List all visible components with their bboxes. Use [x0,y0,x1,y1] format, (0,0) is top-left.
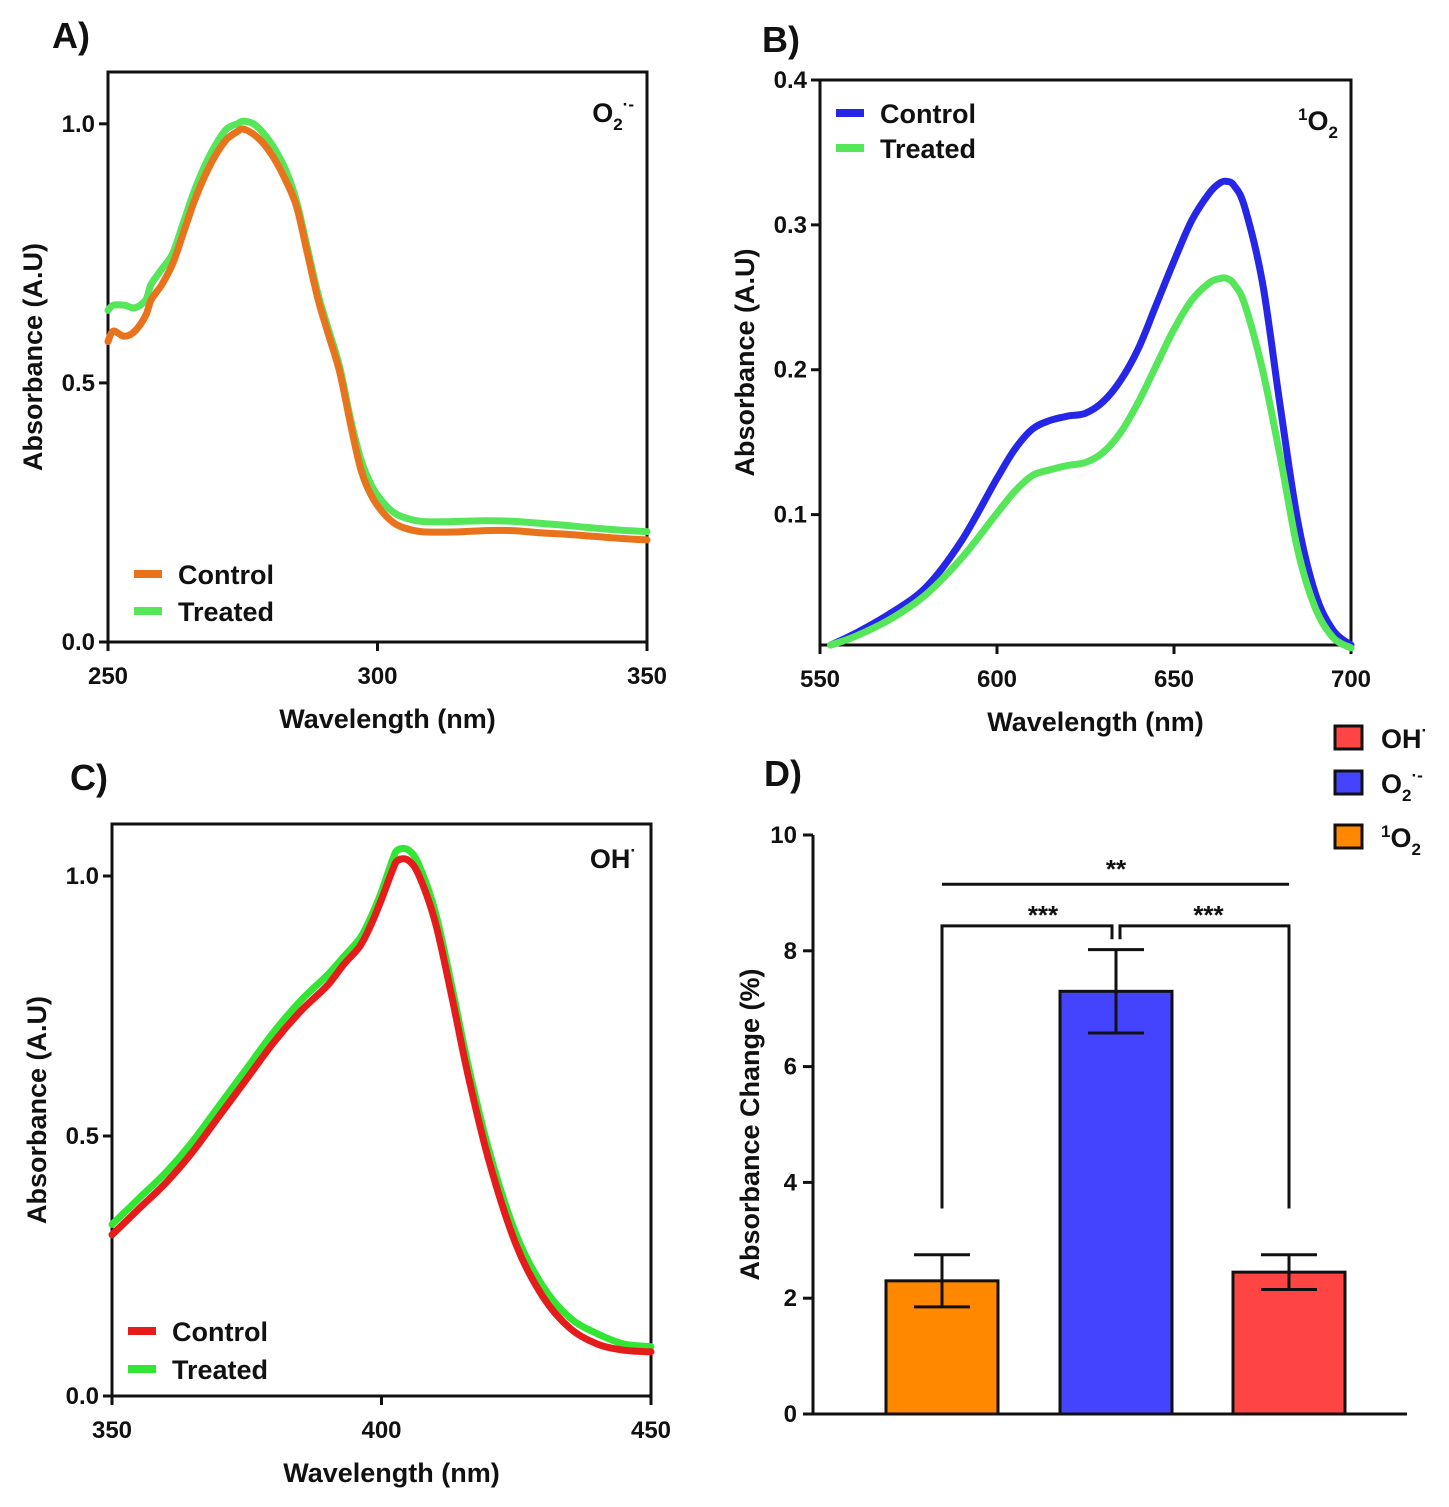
x-tick-label: 350 [627,663,667,690]
species-label: OH· [590,841,636,874]
y-tick-label: 0.0 [66,1383,99,1410]
species-label-base: O [592,98,613,128]
significance-label: *** [1028,900,1059,930]
plot-frame [818,78,1353,647]
y-tick-label: 0.3 [774,212,807,239]
panel-label: C) [70,757,108,798]
series-line-control [104,125,651,544]
bar [884,1279,1000,1416]
y-axis-title: Absorbance Change (%) [735,968,765,1280]
legend-label-base: OH [1381,724,1422,754]
y-axis-title: Absorbance (A.U) [730,248,760,476]
x-tick-label: 550 [800,666,840,693]
legend-swatch [1333,724,1364,751]
y-tick-label: 0.2 [774,357,807,384]
plot-frame [106,70,649,644]
significance-bracket [1118,924,1291,1209]
legend-label-treated: Treated [178,597,274,627]
x-axis-title: Wavelength (nm) [283,1458,500,1488]
species-label: O2·- [592,95,634,134]
y-tick-label: 0.5 [66,1123,99,1150]
panel-b: B) 0.1 0.2 0.3 0.4 550 600 650 700 Wavelength (nm… [730,19,1371,737]
series-line-control [827,177,1355,649]
legend-label-subscript: 2 [1402,786,1411,805]
panel-c: C) 0.0 0.5 1.0 350 400 450 Wavelength (nm) Absor… [22,757,671,1488]
significance-bracket [940,924,1114,1209]
y-tick-label: 8 [784,938,797,965]
y-tick-label: 0.1 [774,502,807,529]
x-tick-label: 250 [88,663,128,690]
x-tick-label: 300 [357,663,397,690]
species-label-base: OH [590,844,631,874]
y-tick-label: 2 [784,1285,797,1312]
legend-label: O2·- [1381,766,1423,805]
legend-label-base: O [1381,769,1402,799]
significance-label: *** [1193,900,1224,930]
legend-label-treated: Treated [172,1355,268,1385]
y-tick-label: 4 [784,1169,798,1196]
legend-label: OH· [1381,721,1427,754]
legend-label-subscript: 2 [1411,840,1420,859]
x-tick-label: 650 [1154,666,1194,693]
legend-swatch [1333,823,1364,850]
y-tick-label: 1.0 [66,863,99,890]
series-line-treated [827,274,1355,652]
species-label-superscript: · [630,841,636,860]
x-tick-label: 700 [1331,666,1371,693]
y-axis-title: Absorbance (A.U) [22,996,52,1224]
y-tick-label: 0.4 [774,67,808,94]
legend-label-superscript: ·- [1411,766,1422,785]
y-tick-label: 0 [784,1401,797,1428]
legend-label-treated: Treated [880,134,976,164]
legend-label-control: Control [172,1317,268,1347]
x-axis-title: Wavelength (nm) [987,707,1204,737]
x-tick-label: 600 [977,666,1017,693]
y-tick-label: 0.0 [62,629,95,656]
legend-label-superscript: · [1422,721,1428,740]
panel-label: A) [52,15,90,56]
panel-label: B) [762,19,800,60]
panel-label: D) [764,753,802,794]
series-line-treated [104,117,651,536]
x-tick-label: 350 [92,1417,132,1444]
species-label-subscript: 2 [613,115,622,134]
species-label: 1O2 [1298,105,1338,142]
y-tick-label: 1.0 [62,111,95,138]
plot-frame [110,822,653,1398]
legend-swatch [1333,769,1364,796]
species-label-subscript: 2 [1329,123,1338,142]
y-axis-title: Absorbance (A.U) [18,243,48,471]
x-tick-label: 400 [361,1417,401,1444]
x-tick-label: 450 [631,1417,671,1444]
legend-label-control: Control [178,560,274,590]
y-tick-label: 10 [770,822,797,849]
bar [1058,989,1174,1416]
x-axis-title: Wavelength (nm) [279,704,496,734]
species-label-superscript: ·- [623,95,634,114]
legend-label-superscript: 1 [1381,822,1390,841]
bar [1231,1270,1347,1416]
significance-label: ** [1106,854,1127,884]
panel-a: A) 0.0 0.5 1.0 250 300 350 Wavelength (nm) Absor… [18,15,667,734]
legend-label: 1O2 [1381,822,1421,859]
series-line-control [108,855,655,1356]
legend-label-control: Control [880,99,976,129]
species-label-superscript: 1 [1298,105,1307,124]
y-tick-label: 6 [784,1054,797,1081]
series-line-treated [108,844,655,1351]
legend-label-base: O [1390,823,1411,853]
species-label-base: O [1308,106,1329,136]
y-tick-label: 0.5 [62,370,95,397]
